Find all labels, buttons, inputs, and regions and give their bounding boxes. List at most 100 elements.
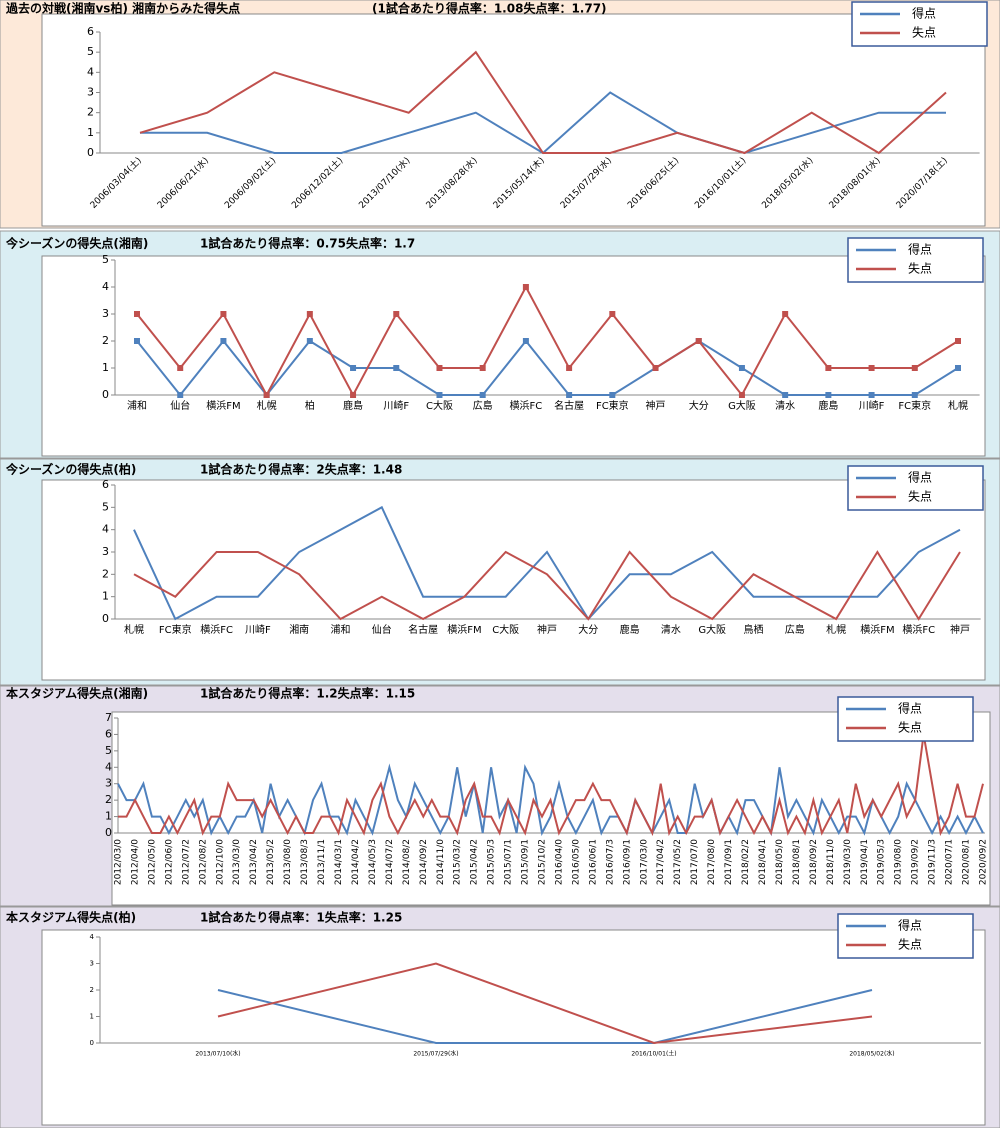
legend-label: 得点 [908,242,932,257]
legend-box [837,696,974,742]
x-tick-label: 横浜FM [860,623,894,636]
x-tick-label: 鹿島 [343,399,363,412]
x-tick-label: 2016/05/0 [571,839,581,885]
x-tick-label: 2020/07/1 [945,839,955,885]
x-tick-label: 2012/03/0 [114,839,124,885]
x-tick-label: 2017/09/1 [724,839,734,885]
series-line [217,989,873,1044]
x-tick-label: 2018/05/02(水) [849,1050,894,1058]
x-tick-label: 横浜FC [902,623,935,636]
x-tick-label: 2013/07/10(水) [195,1050,240,1058]
series-line [136,339,959,397]
legend-label: 得点 [898,701,922,716]
chart-subtitle: 1試合あたり得点率：1.2失点率：1.15 [200,686,415,701]
point-marker [220,311,227,317]
x-tick-label: 2013/05/2 [266,839,276,885]
point-marker [609,311,616,317]
x-tick-label: 大分 [578,623,598,636]
legend-label: 得点 [912,6,936,21]
point-marker [955,338,961,344]
x-tick-label: 2019/05/3 [877,839,887,885]
point-marker [350,392,357,398]
point-marker [436,392,443,398]
y-tick-label: 0 [102,388,109,401]
x-tick-label: 大分 [689,399,709,412]
x-tick-label: 2012/06/0 [164,839,174,885]
point-marker [393,311,400,317]
x-tick-label: 2015/04/2 [470,839,480,885]
legend-label: 得点 [908,470,932,485]
x-tick-label: 2014/07/2 [385,839,395,885]
y-tick-label: 4 [102,280,109,293]
y-tick-label: 1 [90,1013,94,1021]
point-marker [911,365,918,371]
series-line [117,763,984,837]
x-tick-label: 横浜FM [447,623,481,636]
chart-subtitle: 1試合あたり得点率：0.75失点率：1.7 [200,236,415,251]
y-tick-label: 5 [102,500,109,513]
point-marker [479,392,486,398]
x-tick-label: 2019/09/2 [911,839,921,885]
y-tick-label: 0 [105,826,112,839]
point-marker [955,365,961,371]
x-tick-label: 2013/11/1 [317,839,327,885]
y-tick-label: 6 [102,478,109,491]
x-tick-label: 2014/08/2 [402,839,412,885]
point-marker [911,392,918,398]
point-marker [782,311,789,317]
x-tick-label: 2013/08/0 [283,839,293,885]
legend-box [847,465,984,511]
x-tick-label: 2015/09/1 [521,839,531,885]
x-tick-label: FC東京 [898,399,931,412]
y-tick-label: 4 [87,65,94,78]
legend-box [847,237,984,283]
x-tick-label: 2013/04/2 [249,839,259,885]
y-tick-label: 2 [102,334,109,347]
x-tick-label: 広島 [473,399,493,412]
y-tick-label: 5 [105,744,112,757]
x-tick-label: 2012/08/2 [198,839,208,885]
x-tick-label: 2015/03/2 [453,839,463,885]
x-tick-label: 2017/05/2 [673,839,683,885]
x-tick-label: 清水 [661,623,681,636]
point-marker [306,338,313,344]
point-marker [177,365,184,371]
chart-title: 今シーズンの得失点(湘南) [5,236,148,251]
x-tick-label: 2016/10/01(土) [631,1050,676,1058]
x-tick-label: 2014/09/2 [419,839,429,885]
chart-subtitle: 1試合あたり得点率：1失点率：1.25 [200,910,402,925]
x-tick-label: 2020/08/1 [962,839,972,885]
x-tick-label: 2020/09/2 [979,839,989,885]
point-marker [868,392,875,398]
x-tick-label: 名古屋 [554,399,584,412]
point-marker [177,392,184,398]
point-marker [695,338,702,344]
x-tick-label: 2019/03/0 [843,839,853,885]
x-tick-label: 2017/07/0 [690,839,700,885]
legend-label: 失点 [898,720,922,735]
x-tick-label: 浦和 [331,623,351,636]
x-tick-label: 2014/11/0 [436,839,446,885]
point-marker [436,365,443,371]
x-tick-label: 清水 [775,399,795,412]
y-tick-label: 3 [105,777,112,790]
x-tick-label: 2013/03/0 [232,839,242,885]
x-tick-label: 横浜FC [200,623,233,636]
point-marker [566,392,573,398]
chart-subtitle: (1試合あたり得点率：1.08失点率：1.77) [372,1,607,16]
x-tick-label: FC東京 [159,623,192,636]
point-marker [134,338,140,344]
chart-subtitle: 1試合あたり得点率：2失点率：1.48 [200,462,402,477]
x-tick-label: 仙台 [170,399,190,412]
x-tick-label: 2018/05/0 [775,839,785,885]
chart-title: 過去の対戦(湘南vs柏) 湘南からみた得失点 [5,1,240,16]
x-tick-label: 2018/11/0 [826,839,836,885]
x-tick-label: 2015/07/1 [504,839,514,885]
x-tick-label: 川崎F [383,399,409,412]
point-marker [566,365,573,371]
y-tick-label: 4 [90,933,95,941]
x-tick-label: G大阪 [728,399,756,412]
legend-label: 失点 [908,261,932,276]
x-tick-label: 2016/06/1 [588,839,598,885]
y-tick-label: 3 [102,545,109,558]
